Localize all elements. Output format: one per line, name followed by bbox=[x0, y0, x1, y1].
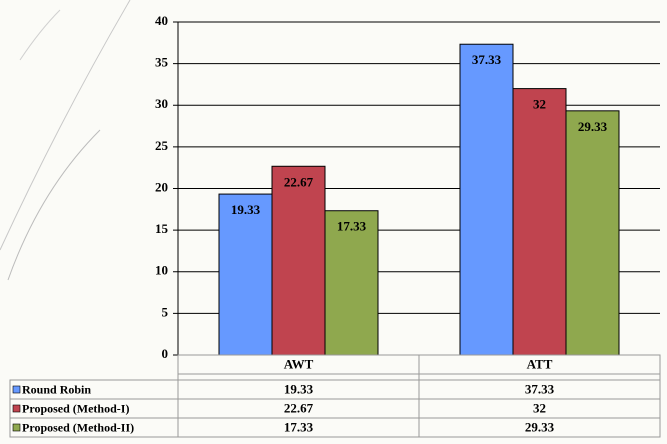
bar bbox=[565, 110, 620, 356]
y-tick-label: 20 bbox=[155, 179, 168, 194]
data-label: 37.33 bbox=[472, 52, 502, 67]
y-tick-label: 30 bbox=[155, 96, 168, 111]
y-tick-label: 5 bbox=[162, 304, 169, 319]
legend-swatch bbox=[12, 423, 21, 432]
data-label: 32 bbox=[533, 97, 546, 112]
y-tick-label: 0 bbox=[162, 346, 169, 361]
legend-label: Proposed (Method-I) bbox=[22, 401, 129, 415]
bar bbox=[324, 210, 379, 356]
y-tick-label: 40 bbox=[155, 13, 168, 28]
legend-swatch bbox=[12, 385, 21, 394]
bar bbox=[512, 88, 567, 356]
x-tick-label: ATT bbox=[527, 356, 553, 371]
table-cell: 17.33 bbox=[284, 419, 314, 434]
decor-curve bbox=[19, 9, 61, 61]
data-label: 22.67 bbox=[284, 174, 314, 189]
bar bbox=[459, 43, 514, 356]
table-cell: 37.33 bbox=[525, 381, 555, 396]
table-cell: 19.33 bbox=[284, 381, 314, 396]
data-label: 29.33 bbox=[578, 119, 608, 134]
bar bbox=[271, 165, 326, 356]
y-tick-label: 35 bbox=[155, 55, 169, 70]
legend-label: Round Robin bbox=[22, 382, 91, 396]
legend-swatch bbox=[12, 404, 21, 413]
decor-curve bbox=[0, 0, 131, 251]
table-cell: 22.67 bbox=[284, 400, 314, 415]
data-label: 19.33 bbox=[231, 202, 261, 217]
y-tick-label: 10 bbox=[155, 263, 168, 278]
table-cell: 32 bbox=[533, 400, 546, 415]
table-row bbox=[9, 417, 661, 438]
data-label: 17.33 bbox=[337, 219, 367, 234]
y-tick-label: 25 bbox=[155, 138, 169, 153]
legend-label: Proposed (Method-II) bbox=[22, 420, 134, 434]
table-cell: 29.33 bbox=[525, 419, 555, 434]
y-tick-label: 15 bbox=[155, 221, 169, 236]
decor-curve bbox=[7, 129, 101, 281]
bar bbox=[218, 193, 273, 356]
x-tick-label: AWT bbox=[284, 356, 314, 371]
